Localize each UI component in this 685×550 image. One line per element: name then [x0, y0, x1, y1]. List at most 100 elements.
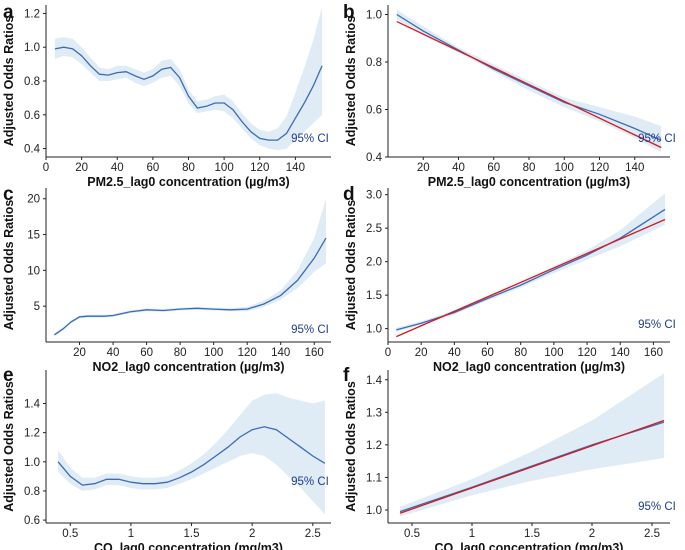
x-tick-label: 100: [555, 162, 574, 174]
y-axis-label: Adjusted Odds Ratios: [344, 200, 358, 331]
panel-label-c: c: [3, 184, 14, 205]
x-tick-label: 100: [544, 347, 563, 359]
x-axis-label: PM2.5_lag0 concentration (µg/m3): [428, 175, 630, 189]
x-axis-label: NO2_lag0 concentration (µg/m3): [93, 360, 285, 374]
x-axis-label: NO2_lag0 concentration (µg/m3): [433, 360, 625, 374]
ci-annotation: 95% CI: [638, 501, 676, 513]
x-tick-label: 20: [417, 162, 430, 174]
x-tick-label: 60: [481, 347, 494, 359]
x-tick-label: 60: [146, 162, 159, 174]
x-tick-label: 120: [238, 347, 257, 359]
x-tick-label: 40: [111, 162, 124, 174]
x-tick-label: 40: [452, 162, 465, 174]
x-tick-label: 160: [644, 347, 663, 359]
x-tick-label: 40: [448, 347, 461, 359]
y-tick-label: 1.4: [24, 399, 41, 411]
y-axis-label: Adjusted Odds Ratios: [344, 16, 358, 147]
y-axis-label: Adjusted Odds Ratios: [2, 16, 16, 147]
x-tick-label: 80: [523, 162, 536, 174]
ci-annotation: 95% CI: [638, 133, 676, 145]
y-tick-label: 1.0: [366, 324, 382, 336]
y-tick-label: 3.0: [366, 190, 382, 202]
x-tick-label: 2.5: [644, 528, 660, 540]
x-axis-label: CO_lag0 concentration (mg/m3): [435, 541, 624, 550]
x-tick-label: 2.5: [305, 528, 321, 540]
x-tick-label: 0: [43, 162, 49, 174]
panel-f: f 0.5 1 1.5 2 2.5 1.0 1.1 1.2 1.3 1.4 CO_lag0 conce…: [343, 365, 676, 550]
x-tick-label: 80: [174, 347, 187, 359]
ci-band-b: [396, 9, 662, 153]
y-tick-label: 20: [27, 194, 40, 206]
y-tick-label: 15: [27, 230, 40, 242]
x-tick-label: 1.5: [524, 528, 540, 540]
ci-band-f: [400, 373, 664, 517]
x-tick-label: 2: [249, 528, 255, 540]
y-tick-label: 5: [34, 301, 40, 313]
panel-e: e 0.5 1 1.5 2 2.5 0.6 0.8 1.0 1.2 1.4 CO_lag0 conce…: [2, 365, 331, 550]
ci-band-d: [396, 193, 665, 332]
y-tick-label: 1.1: [366, 472, 382, 484]
x-tick-label: 0.5: [62, 528, 78, 540]
panel-label-b: b: [343, 2, 355, 23]
x-tick-label: 100: [215, 162, 234, 174]
x-tick-label: 20: [75, 162, 88, 174]
x-tick-label: 1: [469, 528, 475, 540]
x-tick-label: 60: [140, 347, 153, 359]
y-tick-label: 1.5: [366, 290, 382, 302]
y-axis-label: Adjusted Odds Ratios: [344, 381, 358, 512]
y-tick-label: 1.2: [24, 428, 40, 440]
x-tick-label: 1: [128, 528, 134, 540]
x-tick-label: 0.5: [404, 528, 420, 540]
y-tick-label: 0.8: [24, 76, 40, 88]
series-line-linear-b: [396, 21, 662, 149]
y-tick-label: 10: [27, 265, 40, 277]
ci-annotation: 95% CI: [291, 476, 329, 488]
series-line-spline-b: [396, 13, 662, 141]
y-tick-label: 0.4: [366, 152, 383, 164]
x-axis-label: PM2.5_lag0 concentration (µg/m3): [87, 175, 289, 189]
x-tick-label: 140: [286, 162, 305, 174]
y-axis-label: Adjusted Odds Ratios: [2, 381, 16, 512]
y-tick-label: 0.4: [24, 144, 41, 156]
y-tick-label: 1.0: [24, 42, 40, 54]
x-tick-label: 0: [385, 347, 391, 359]
x-tick-label: 140: [271, 347, 290, 359]
x-tick-label: 60: [487, 162, 500, 174]
y-tick-label: 1.0: [24, 457, 40, 469]
ci-band-a: [54, 6, 323, 151]
series-line-linear-f: [399, 419, 665, 514]
x-tick-label: 2: [589, 528, 595, 540]
y-tick-label: 1.3: [366, 407, 382, 419]
x-tick-label: 100: [204, 347, 223, 359]
ci-annotation: 95% CI: [291, 324, 329, 336]
panel-label-e: e: [3, 365, 14, 386]
ci-annotation: 95% CI: [291, 133, 329, 145]
y-tick-label: 2.0: [366, 257, 382, 269]
panel-d: d 0 20 40 60 80 100 120 140 160 1.0 1.5 2.0 2.5 3.0 NO2…: [343, 184, 676, 374]
x-tick-label: 140: [611, 347, 630, 359]
x-axis-label: CO_lag0 concentration (mg/m3): [94, 541, 283, 550]
y-tick-label: 1.2: [24, 8, 40, 20]
y-tick-label: 0.6: [24, 515, 40, 527]
ci-annotation: 95% CI: [638, 319, 676, 331]
y-tick-label: 0.8: [24, 486, 40, 498]
y-tick-label: 1.2: [366, 440, 382, 452]
series-line-spline-c: [54, 237, 327, 336]
x-tick-label: 20: [73, 347, 86, 359]
panel-c: c 20 40 60 80 100 120 140 160 5 10 15 20 NO2_lag0 con…: [2, 184, 331, 374]
panel-label-a: a: [3, 2, 14, 23]
y-tick-label: 1.0: [366, 505, 382, 517]
series-line-spline-a: [54, 46, 323, 141]
y-tick-label: 0.8: [366, 57, 382, 69]
x-tick-label: 1.5: [184, 528, 200, 540]
x-tick-label: 40: [107, 347, 120, 359]
y-tick-label: 0.6: [366, 105, 382, 117]
panel-label-f: f: [343, 365, 350, 386]
panel-label-d: d: [343, 184, 355, 205]
panel-a: a 0 20 40 60 80 100 120 140 0.4 0.6 0.8 1.0 1.2 PM2.5_…: [2, 2, 331, 189]
series-line-linear-d: [396, 218, 666, 338]
y-axis-label: Adjusted Odds Ratios: [2, 200, 16, 331]
x-tick-label: 120: [590, 162, 609, 174]
y-tick-label: 1.0: [366, 10, 382, 22]
